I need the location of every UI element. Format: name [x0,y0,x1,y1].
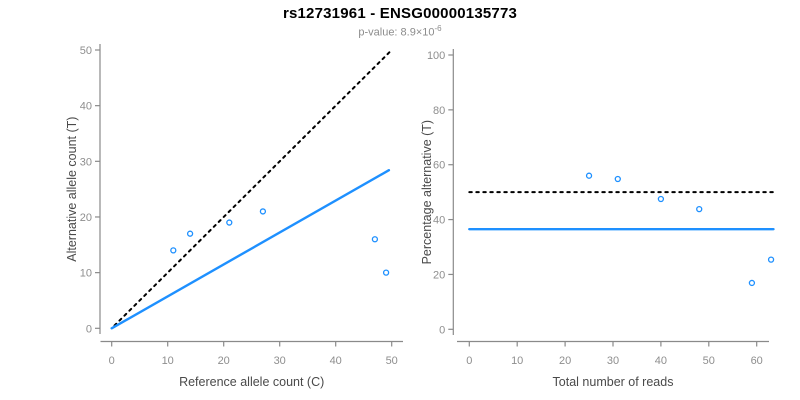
data-point [767,256,775,263]
data-point [371,236,379,243]
x-tick-label: 30 [607,355,619,367]
data-point [696,206,703,213]
figure-subtitle: p-value: 8.9×10-6 [0,24,800,39]
y-tick-label: 20 [433,269,445,281]
figure-title: rs12731961 - ENSG00000135773 [282,5,518,22]
x-tick-label: 0 [109,355,115,367]
x-axis-title: Total number of reads [553,375,674,389]
x-tick-label: 50 [703,355,715,367]
x-tick-label: 40 [655,355,667,367]
x-tick-label: 30 [274,355,286,367]
y-tick-label: 80 [433,105,445,117]
data-point [382,269,390,276]
data-point [170,247,177,254]
y-tick-label: 20 [80,212,92,224]
x-tick-label: 50 [386,355,398,367]
y-tick-label: 60 [433,160,445,172]
data-point [585,172,593,179]
data-point [186,230,194,237]
pvalue-text: p-value: 8.9×10 [358,26,435,39]
x-tick-label: 10 [162,355,174,367]
x-tick-label: 10 [511,355,523,367]
x-tick-label: 0 [466,355,472,367]
data-point [614,175,621,183]
x-axis-title: Reference allele count (C) [179,375,324,389]
x-tick-label: 40 [330,355,342,367]
x-tick-label: 20 [218,355,230,367]
data-point [748,279,756,287]
pvalue-exponent: -6 [434,24,442,33]
y-tick-label: 100 [427,50,445,62]
y-tick-label: 40 [80,101,92,113]
y-tick-label: 30 [80,156,92,168]
y-tick-label: 50 [80,45,92,57]
regression-line [110,169,391,330]
x-tick-label: 60 [751,355,763,367]
y-tick-label: 40 [433,215,445,227]
y-tick-label: 0 [86,323,92,335]
y-tick-label: 0 [439,324,445,336]
y-tick-label: 10 [80,268,92,280]
data-point [226,219,233,226]
data-point [259,208,267,215]
identity-line [113,51,391,327]
x-tick-label: 20 [559,355,571,367]
y-axis-title: Alternative allele count (T) [65,117,79,262]
y-axis-title: Percentage alternative (T) [420,120,434,265]
data-point [657,195,665,203]
